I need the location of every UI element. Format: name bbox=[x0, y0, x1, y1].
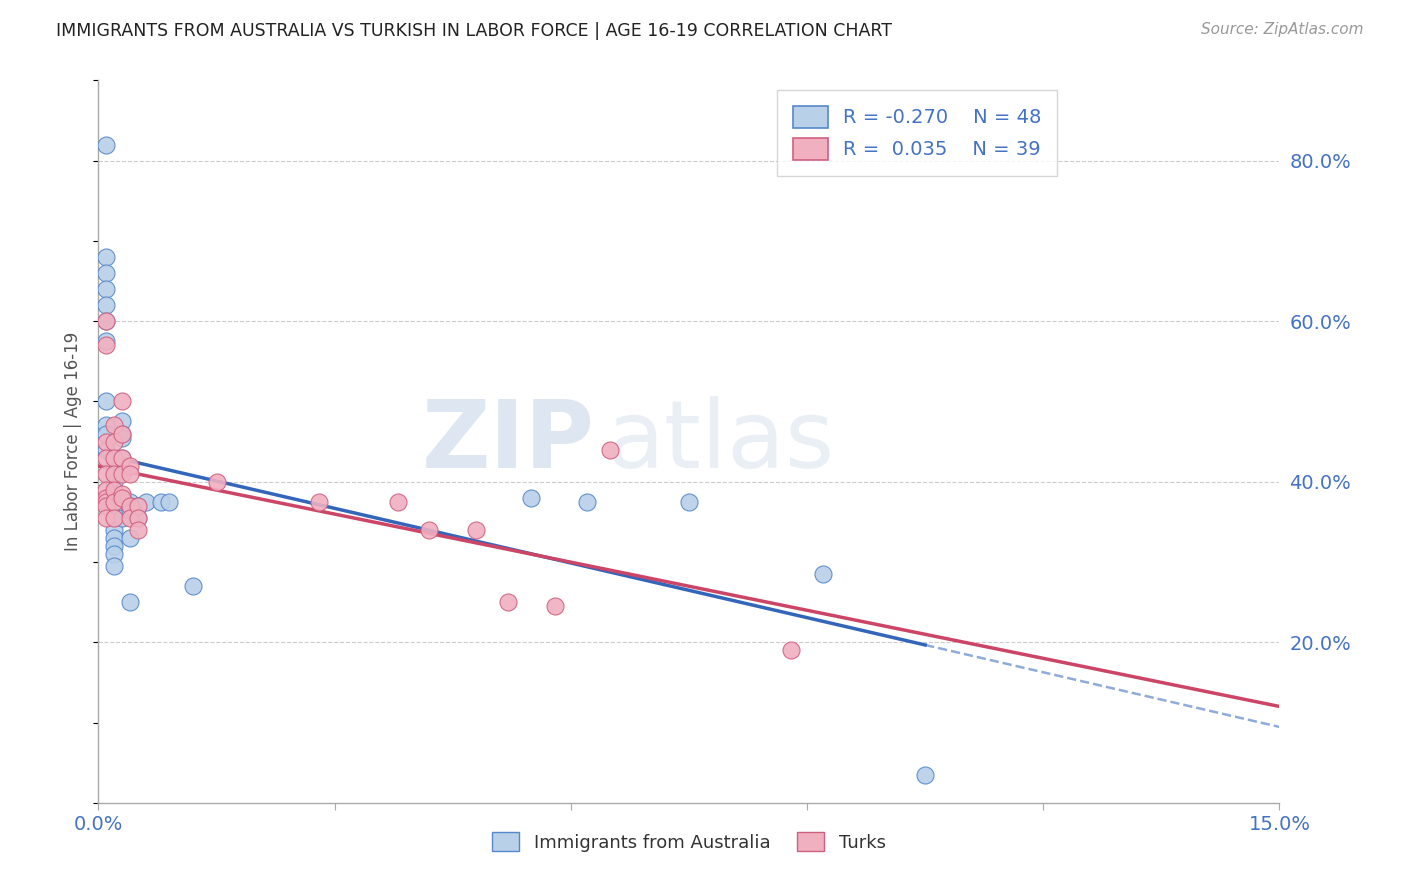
Point bbox=[96, 467, 118, 481]
Point bbox=[118, 499, 141, 513]
Point bbox=[127, 499, 149, 513]
Point bbox=[111, 450, 134, 465]
Point bbox=[103, 475, 125, 489]
Point bbox=[111, 486, 134, 500]
Point bbox=[308, 494, 330, 508]
Point bbox=[150, 494, 173, 508]
Point bbox=[914, 767, 936, 781]
Point bbox=[103, 510, 125, 524]
Point bbox=[127, 510, 149, 524]
Point bbox=[103, 502, 125, 516]
Point bbox=[520, 491, 543, 505]
Point bbox=[96, 298, 118, 312]
Point bbox=[96, 494, 118, 508]
Point bbox=[205, 475, 228, 489]
Point bbox=[103, 467, 125, 481]
Point bbox=[96, 491, 118, 505]
Point bbox=[96, 426, 118, 441]
Text: ZIP: ZIP bbox=[422, 395, 595, 488]
Point bbox=[111, 426, 134, 441]
Point bbox=[96, 510, 118, 524]
Point bbox=[111, 394, 134, 409]
Point bbox=[96, 314, 118, 328]
Point bbox=[118, 494, 141, 508]
Point bbox=[599, 442, 621, 457]
Legend: Immigrants from Australia, Turks: Immigrants from Australia, Turks bbox=[485, 825, 893, 859]
Point bbox=[96, 442, 118, 457]
Point bbox=[96, 250, 118, 264]
Point bbox=[103, 483, 125, 497]
Point bbox=[575, 494, 598, 508]
Point bbox=[118, 595, 141, 609]
Point bbox=[465, 523, 488, 537]
Point bbox=[181, 579, 204, 593]
Point bbox=[103, 539, 125, 553]
Point bbox=[127, 499, 149, 513]
Point bbox=[111, 494, 134, 508]
Text: IMMIGRANTS FROM AUSTRALIA VS TURKISH IN LABOR FORCE | AGE 16-19 CORRELATION CHAR: IMMIGRANTS FROM AUSTRALIA VS TURKISH IN … bbox=[56, 22, 893, 40]
Point bbox=[103, 486, 125, 500]
Point bbox=[96, 137, 118, 152]
Point bbox=[118, 531, 141, 545]
Point bbox=[111, 510, 134, 524]
Point bbox=[96, 499, 118, 513]
Point bbox=[96, 338, 118, 352]
Point bbox=[103, 418, 125, 433]
Text: Source: ZipAtlas.com: Source: ZipAtlas.com bbox=[1201, 22, 1364, 37]
Point bbox=[103, 458, 125, 473]
Point bbox=[96, 282, 118, 296]
Point bbox=[544, 599, 567, 614]
Point bbox=[111, 450, 134, 465]
Point bbox=[157, 494, 180, 508]
Point bbox=[103, 547, 125, 561]
Point bbox=[678, 494, 700, 508]
Point bbox=[496, 595, 519, 609]
Point bbox=[103, 434, 125, 449]
Point bbox=[103, 450, 125, 465]
Point bbox=[127, 523, 149, 537]
Point bbox=[103, 558, 125, 574]
Point bbox=[127, 499, 149, 513]
Point bbox=[780, 643, 803, 657]
Point bbox=[103, 510, 125, 524]
Point bbox=[96, 334, 118, 348]
Point bbox=[118, 458, 141, 473]
Point bbox=[96, 434, 118, 449]
Point bbox=[118, 510, 141, 524]
Point bbox=[111, 491, 134, 505]
Point bbox=[103, 467, 125, 481]
Point bbox=[111, 467, 134, 481]
Point bbox=[103, 494, 125, 508]
Point bbox=[111, 426, 134, 441]
Point bbox=[118, 499, 141, 513]
Point bbox=[96, 314, 118, 328]
Point bbox=[96, 266, 118, 280]
Point bbox=[118, 502, 141, 516]
Point bbox=[127, 510, 149, 524]
Point bbox=[96, 418, 118, 433]
Point bbox=[387, 494, 409, 508]
Point bbox=[118, 467, 141, 481]
Point bbox=[103, 523, 125, 537]
Point bbox=[111, 430, 134, 444]
Point bbox=[418, 523, 440, 537]
Point bbox=[111, 414, 134, 428]
Point bbox=[103, 531, 125, 545]
Y-axis label: In Labor Force | Age 16-19: In Labor Force | Age 16-19 bbox=[65, 332, 83, 551]
Point bbox=[111, 491, 134, 505]
Point bbox=[96, 450, 118, 465]
Text: atlas: atlas bbox=[606, 395, 835, 488]
Point bbox=[135, 494, 157, 508]
Point bbox=[103, 494, 125, 508]
Point bbox=[811, 567, 834, 582]
Point bbox=[96, 483, 118, 497]
Point bbox=[96, 394, 118, 409]
Point bbox=[103, 499, 125, 513]
